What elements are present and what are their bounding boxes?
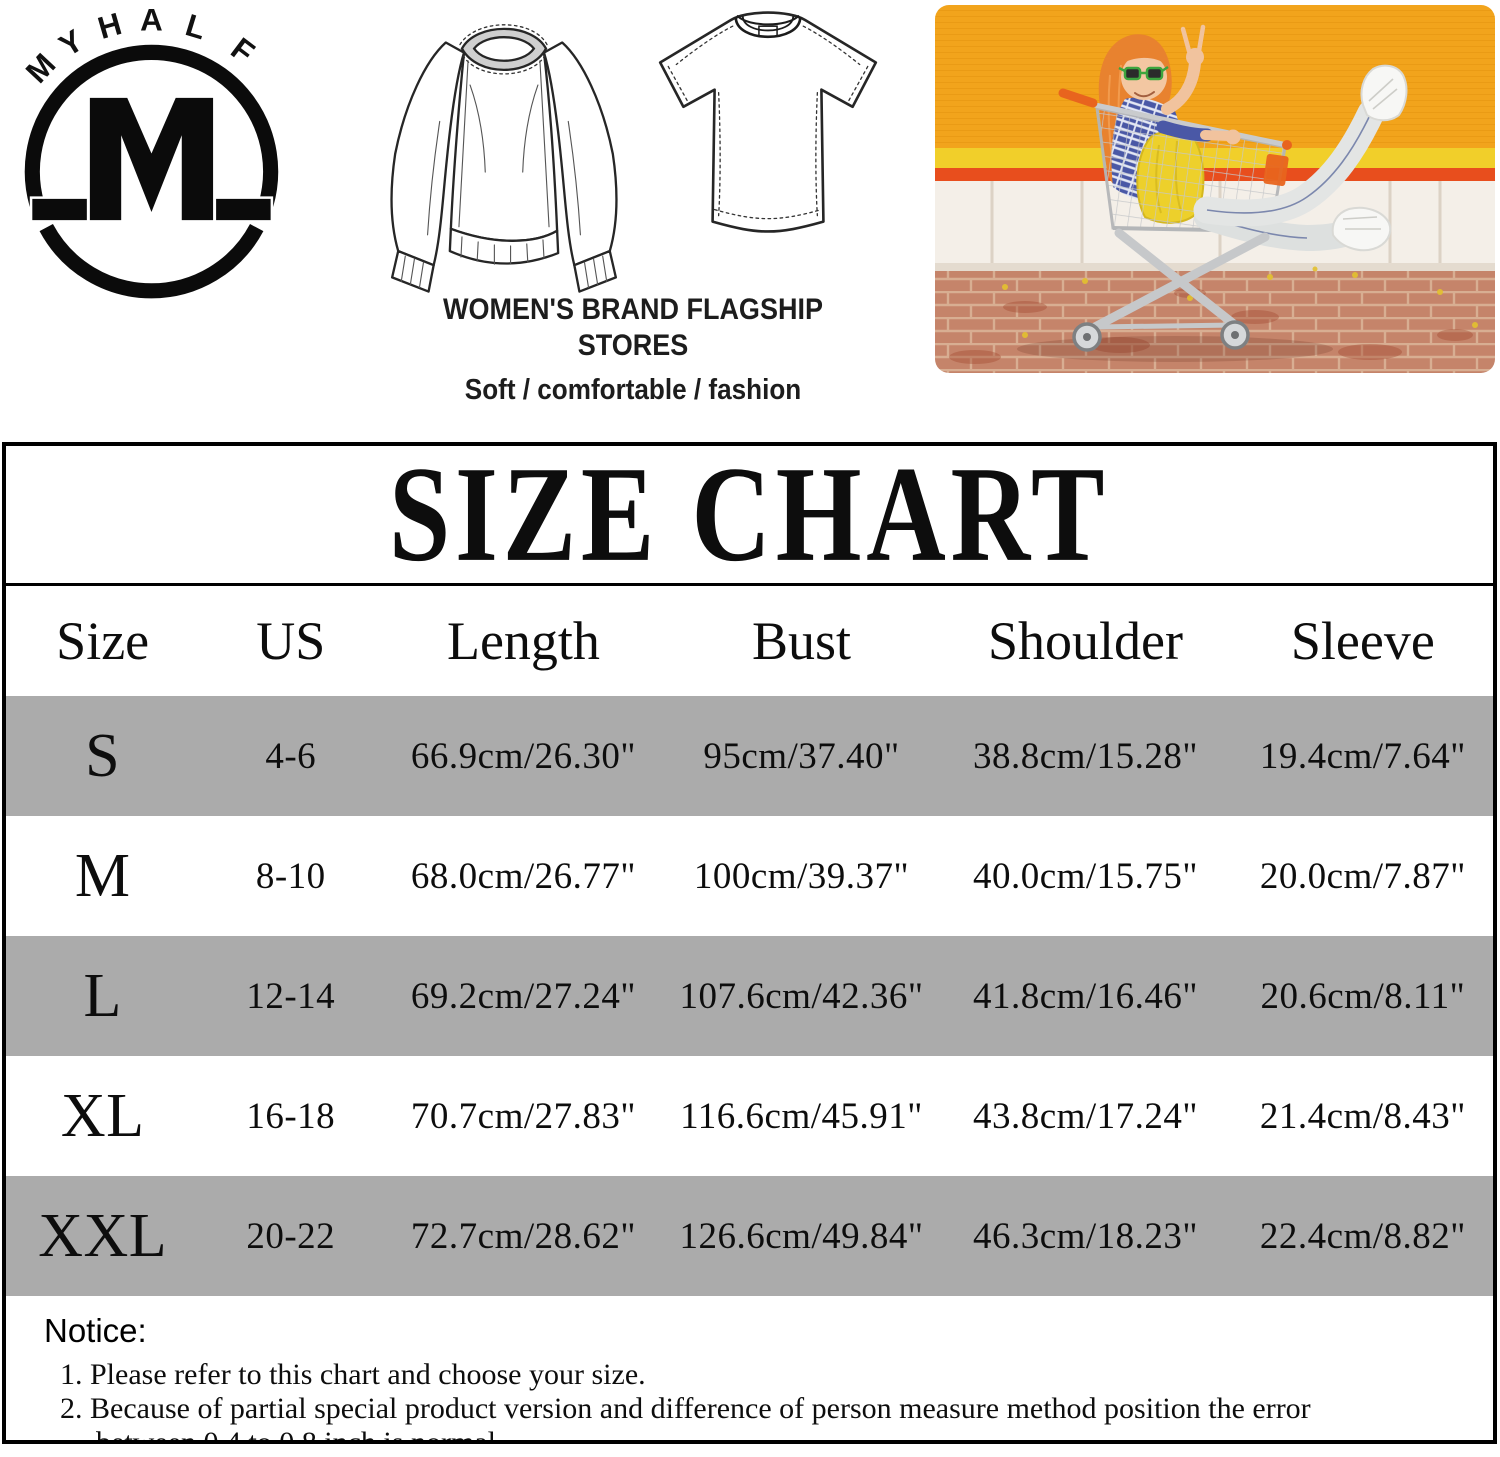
cart-handle [1058,88,1098,108]
cell-us: 8-10 [255,855,326,897]
table-row-m: M 8-10 68.0cm/26.77" 100cm/39.37" 40.0cm… [6,816,1493,936]
brand-logo: M Y H A L F [19,2,288,310]
cell-sleeve: 21.4cm/8.43" [1259,1095,1466,1137]
arc-letter: L [182,7,211,46]
col-header-bust: Bust [751,611,852,671]
cell-bust: 107.6cm/42.36" [679,975,924,1017]
hair-fringe [1123,43,1167,65]
cell-length: 69.2cm/27.24" [410,975,636,1017]
cell-us: 20-22 [246,1215,336,1257]
cell-shoulder: 40.0cm/15.75" [972,855,1199,897]
cell-us: 4-6 [265,735,317,777]
table-row-s: S 4-6 66.9cm/26.30" 95cm/37.40" 38.8cm/1… [6,696,1493,816]
tagline-subtitle: Soft / comfortable / fashion [464,374,802,406]
cell-length: 68.0cm/26.77" [410,855,636,897]
notice-heading: Notice: [44,1312,147,1349]
notice-list: 1. Please refer to this chart and choose… [44,1357,1414,1444]
white-sneakers [1331,64,1408,252]
arc-letter: H [94,6,125,46]
col-header-shoulder: Shoulder [988,611,1183,671]
cell-us: 16-18 [246,1095,336,1137]
peace-sign-arm [1161,24,1206,115]
size-chart-table: Size US Length Bust Shoulder Sleeve S 4-… [6,586,1493,1296]
table-header-row: Size US Length Bust Shoulder Sleeve [6,586,1493,696]
notice-item: 2. Because of partial special product ve… [60,1391,1311,1444]
arc-letter: Y [53,23,89,64]
cell-us: 12-14 [246,975,336,1017]
cell-shoulder: 43.8cm/17.24" [972,1095,1199,1137]
shopping-cart [1058,64,1408,352]
cell-shoulder: 38.8cm/15.28" [972,735,1199,777]
face [1121,54,1167,100]
tagline-title: WOMEN'S BRAND FLAGSHIP STORES [443,293,823,362]
cell-sleeve: 19.4cm/7.64" [1259,735,1466,777]
brand-logo-graphic: M Y H A L F [19,3,279,299]
cell-size: XXL [38,1201,168,1270]
header-section: M Y H A L F [0,0,1500,440]
table-row-l: L 12-14 69.2cm/27.24" 107.6cm/42.36" 41.… [6,936,1493,1056]
brick-pavement [935,266,1495,373]
size-chart-title-row: SIZE CHART [6,446,1493,586]
cart-seat-flap [1263,154,1289,186]
cell-shoulder: 46.3cm/18.23" [972,1215,1199,1257]
smile [1134,91,1155,98]
size-chart-section: SIZE CHART Size US Length Bust Shoulder … [2,442,1497,1444]
cell-shoulder: 41.8cm/16.46" [972,975,1199,1017]
cell-bust: 116.6cm/45.91" [680,1095,923,1137]
cell-size: S [85,721,121,790]
col-header-sleeve: Sleeve [1290,611,1435,671]
fallen-leaves [1002,266,1478,338]
arc-letter: F [224,31,260,70]
sunglasses-icon [1118,65,1169,81]
cell-length: 72.7cm/28.62" [410,1215,636,1257]
cell-length: 66.9cm/26.30" [410,735,636,777]
table-row-xxl: XXL 20-22 72.7cm/28.62" 126.6cm/49.84" 4… [6,1176,1493,1296]
cell-sleeve: 22.4cm/8.82" [1259,1215,1466,1257]
col-header-length: Length [446,611,600,671]
photo-scene [935,5,1495,373]
brand-taglines: WOMEN'S BRAND FLAGSHIP STORES Soft / com… [395,292,872,408]
sweatshirt-line-drawing [381,0,627,293]
cell-sleeve: 20.0cm/7.87" [1259,855,1466,897]
cell-bust: 126.6cm/49.84" [679,1215,924,1257]
arc-letter: M [20,47,62,90]
notice-section: Notice: 1. Please refer to this chart an… [6,1296,1493,1444]
tshirt-line-drawing [636,2,900,262]
cell-bust: 95cm/37.40" [703,735,900,777]
cell-bust: 100cm/39.37" [693,855,910,897]
cell-sleeve: 20.6cm/8.11" [1260,975,1466,1017]
cell-length: 70.7cm/27.83" [410,1095,636,1137]
lifestyle-photo [935,5,1495,373]
cart-frame [1090,228,1270,332]
cell-size: M [74,841,131,910]
arc-letter: A [140,3,163,38]
col-header-size: Size [56,611,150,671]
cell-size: XL [60,1081,145,1150]
size-chart-title: SIZE CHART [389,442,1110,591]
cart-wheels [1072,320,1250,352]
cell-size: L [83,961,122,1030]
table-row-xl: XL 16-18 70.7cm/27.83" 116.6cm/45.91" 43… [6,1056,1493,1176]
m-circle-mark-icon [24,44,279,299]
notice-item: 1. Please refer to this chart and choose… [60,1357,646,1391]
col-header-us: US [256,611,326,671]
